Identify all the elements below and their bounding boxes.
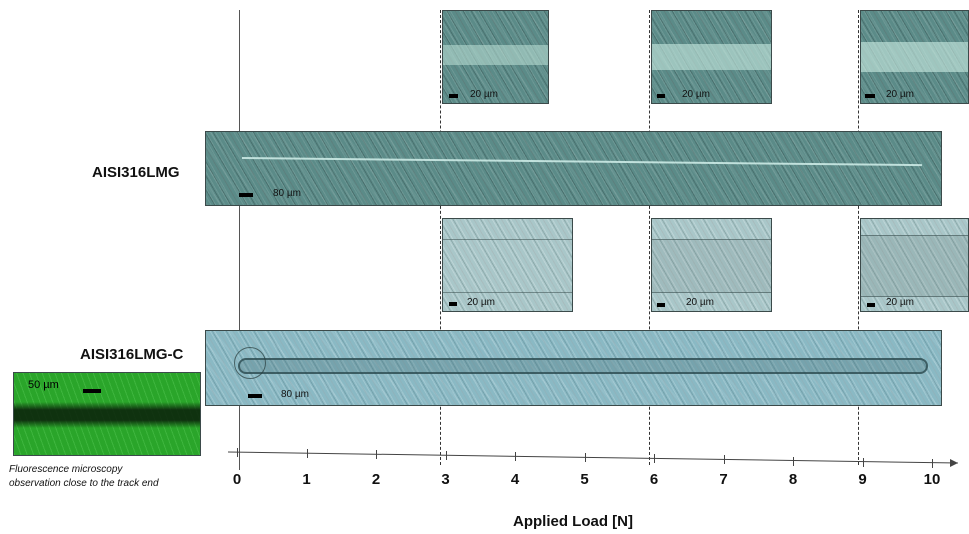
axis-tick-label: 4 [510,471,520,488]
track-band [652,239,771,293]
axis-tick [237,448,238,458]
fluorescence-caption: Fluorescence microscopy observation clos… [9,463,209,491]
scale-bar [867,303,875,307]
scale-bar [83,389,101,393]
caption-line-2: observation close to the track end [9,478,159,489]
scale-label: 20 µm [682,89,710,100]
x-axis-title: Applied Load [N] [513,513,633,530]
scale-label: 80 µm [281,389,309,400]
axis-tick-label: 2 [371,471,381,488]
axis-tick-label: 8 [788,471,798,488]
track-start-ring [234,347,266,379]
scale-label: 80 µm [273,188,301,199]
fluorescence-image: 50 µm [13,372,201,456]
axis-line [227,451,959,464]
inset-s2-6n: 20 µm [651,218,772,312]
sample-label-2: AISI316LMG-C [80,346,184,363]
scratch-track [238,358,928,374]
track-band [861,42,968,72]
dark-track [14,402,200,428]
scale-bar [248,394,262,398]
axis-tick [793,456,794,466]
track-band [861,235,968,297]
dashed-guide-3n [440,10,441,465]
scratch-track [241,157,922,167]
scale-bar [239,193,253,197]
axis-tick-label: 7 [719,471,728,488]
scale-bar [865,94,875,98]
inset-s1-9n: 20 µm [860,10,969,104]
axis-tick [932,458,933,468]
track-strip-2: 80 µm [205,330,942,406]
axis-tick [862,457,864,467]
scale-bar [449,94,458,98]
scale-label: 20 µm [470,89,498,100]
inset-s2-9n: 20 µm [860,218,969,312]
dashed-guide-9n [858,10,859,465]
sample-label-1: AISI316LMG [92,164,180,181]
axis-tick [306,449,308,459]
axis-tick-label: 6 [649,471,659,488]
scale-bar [657,94,665,98]
scale-label: 50 µm [28,379,59,391]
scale-label: 20 µm [686,297,714,308]
dashed-guide-6n [649,10,650,465]
axis-tick [445,451,447,461]
track-band [652,44,771,70]
axis-tick-label: 5 [580,471,589,488]
axis-tick [584,453,586,463]
axis-tick-label: 10 [923,471,941,488]
track-strip-1: 80 µm [205,131,942,206]
axis-tick-label: 0 [232,471,242,488]
track-band [443,239,572,293]
axis-tick-label: 9 [858,471,867,488]
scale-label: 20 µm [886,89,914,100]
scale-bar [449,302,457,306]
inset-s1-6n: 20 µm [651,10,772,104]
scale-label: 20 µm [467,297,495,308]
axis-tick [654,454,655,464]
inset-s1-3n: 20 µm [442,10,549,104]
axis-tick-label: 3 [441,471,450,488]
axis-tick-label: 1 [302,471,311,488]
axis-tick [376,450,377,460]
caption-line-1: Fluorescence microscopy [9,464,123,475]
scale-bar [657,303,665,307]
track-band [443,45,548,65]
axis-tick [723,455,725,465]
vertical-origin-line [239,10,240,470]
axis-arrow [950,459,958,467]
inset-s2-3n: 20 µm [442,218,573,312]
axis-tick [515,452,516,462]
scale-label: 20 µm [886,297,914,308]
